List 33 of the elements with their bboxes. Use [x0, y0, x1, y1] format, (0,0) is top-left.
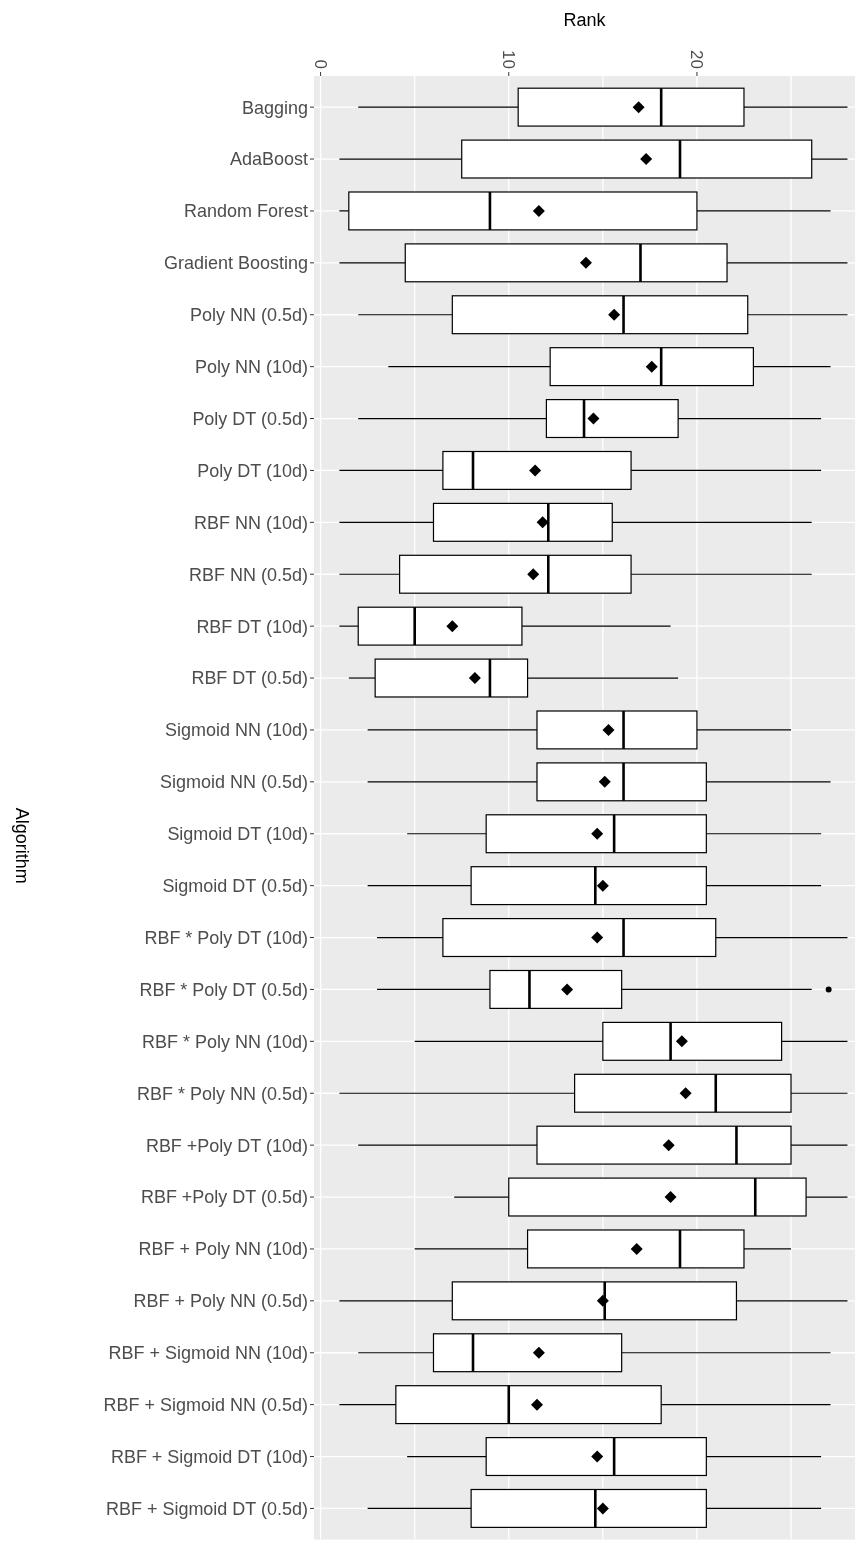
y-tick-label: RBF + Poly NN (10d)	[138, 1239, 308, 1260]
y-tick-label: RBF +Poly DT (10d)	[145, 1135, 308, 1156]
x-tick-label: 0	[311, 59, 331, 69]
y-tick-label: RBF * Poly DT (10d)	[144, 927, 308, 948]
y-tick-label: RBF DT (0.5d)	[191, 668, 308, 689]
y-tick-label: Poly NN (10d)	[195, 357, 308, 378]
y-tick-label: Gradient Boosting	[164, 253, 308, 274]
x-tick-label: 20	[687, 50, 707, 69]
y-axis-title: Algorithm	[11, 807, 32, 884]
y-tick-label: RBF * Poly NN (0.5d)	[137, 1083, 308, 1104]
y-tick-label: RBF + Sigmoid DT (10d)	[110, 1446, 308, 1467]
y-tick-label: RBF NN (0.5d)	[189, 564, 308, 585]
y-tick-label: Random Forest	[184, 201, 308, 222]
x-axis-title: Rank	[562, 9, 607, 32]
y-tick-label: RBF * Poly NN (10d)	[142, 1031, 308, 1052]
y-tick-label: AdaBoost	[230, 149, 308, 170]
y-tick-label: RBF + Sigmoid NN (10d)	[108, 1343, 308, 1364]
y-tick-label: Sigmoid DT (10d)	[167, 824, 308, 845]
y-tick-label: Poly NN (0.5d)	[190, 305, 308, 326]
y-tick-label: RBF NN (10d)	[194, 512, 308, 533]
x-tick-label: 10	[499, 50, 519, 69]
y-tick-label: RBF DT (10d)	[196, 616, 308, 637]
y-tick-label: Sigmoid NN (10d)	[165, 720, 308, 741]
y-tick-label: Bagging	[241, 97, 308, 118]
y-tick-label: RBF * Poly DT (0.5d)	[139, 979, 308, 1000]
y-tick-label: Sigmoid NN (0.5d)	[160, 772, 308, 793]
y-tick-label: Poly DT (0.5d)	[192, 408, 308, 429]
y-tick-label: RBF + Sigmoid NN (0.5d)	[103, 1395, 308, 1416]
y-tick-label: RBF +Poly DT (0.5d)	[140, 1187, 308, 1208]
y-tick-label: RBF + Sigmoid DT (0.5d)	[105, 1498, 308, 1519]
y-tick-label: Poly DT (10d)	[197, 460, 308, 481]
y-tick-label: RBF + Poly NN (0.5d)	[133, 1291, 308, 1312]
y-tick-label: Sigmoid DT (0.5d)	[162, 876, 308, 897]
